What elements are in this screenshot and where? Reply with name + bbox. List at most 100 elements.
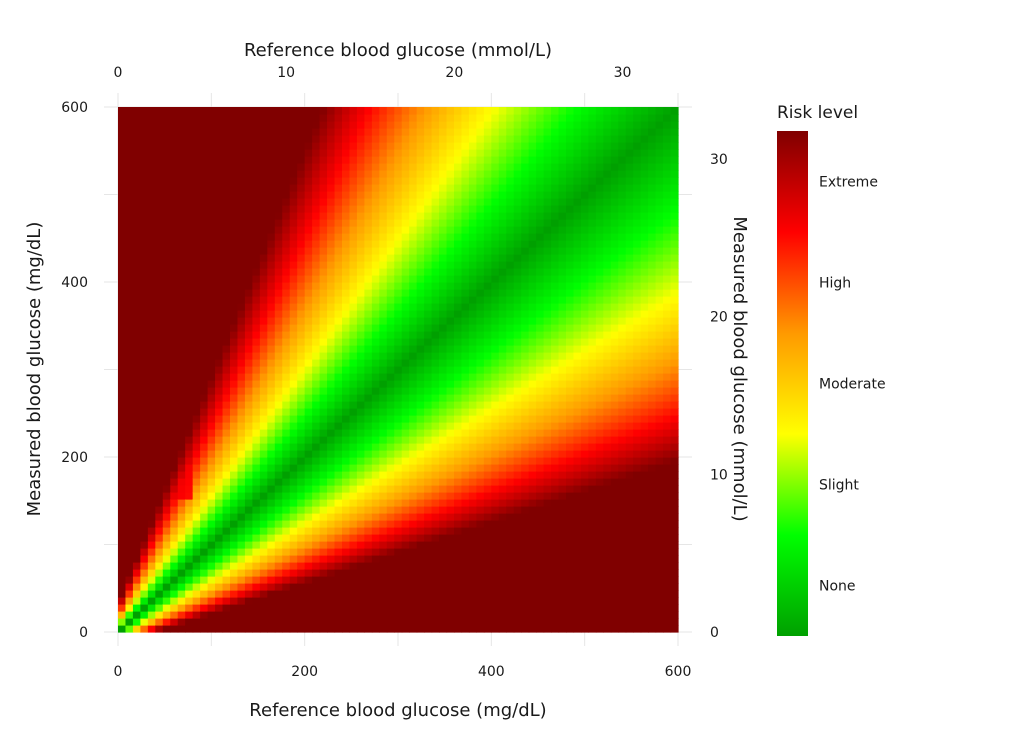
- heatmap-cell: [401, 261, 410, 269]
- heatmap-cell: [274, 289, 283, 297]
- heatmap-cell: [356, 289, 365, 297]
- heatmap-cell: [185, 492, 194, 500]
- heatmap-cell: [476, 135, 485, 143]
- heatmap-cell: [125, 597, 134, 605]
- heatmap-cell: [147, 555, 156, 563]
- heatmap-cell: [244, 506, 253, 514]
- heatmap-cell: [192, 240, 201, 248]
- heatmap-cell: [177, 135, 186, 143]
- heatmap-cell: [401, 485, 410, 493]
- heatmap-cell: [244, 464, 253, 472]
- heatmap-cell: [132, 128, 141, 136]
- heatmap-cell: [349, 359, 358, 367]
- heatmap-cell: [267, 114, 276, 122]
- heatmap-cell: [483, 331, 492, 339]
- heatmap-cell: [379, 233, 388, 241]
- heatmap-cell: [118, 401, 127, 409]
- heatmap-cell: [543, 107, 552, 115]
- heatmap-cell: [349, 604, 358, 612]
- heatmap-cell: [610, 366, 619, 374]
- heatmap-cell: [521, 296, 530, 304]
- heatmap-cell: [200, 177, 209, 185]
- heatmap-cell: [170, 534, 179, 542]
- heatmap-cell: [454, 233, 463, 241]
- heatmap-cell: [409, 471, 418, 479]
- heatmap-cell: [312, 247, 321, 255]
- heatmap-cell: [274, 611, 283, 619]
- heatmap-cell: [424, 205, 433, 213]
- heatmap-cell: [424, 457, 433, 465]
- heatmap-cell: [222, 275, 231, 283]
- heatmap-cell: [259, 576, 268, 584]
- heatmap-cell: [551, 338, 560, 346]
- heatmap-cell: [551, 401, 560, 409]
- heatmap-cell: [349, 373, 358, 381]
- heatmap-cell: [558, 499, 567, 507]
- heatmap-cell: [349, 128, 358, 136]
- heatmap-cell: [267, 254, 276, 262]
- heatmap-cell: [595, 310, 604, 318]
- heatmap-cell: [192, 289, 201, 297]
- heatmap-cell: [498, 303, 507, 311]
- heatmap-cell: [476, 296, 485, 304]
- heatmap-cell: [371, 156, 380, 164]
- heatmap-cell: [118, 198, 127, 206]
- heatmap-cell: [379, 590, 388, 598]
- heatmap-cell: [356, 387, 365, 395]
- heatmap-cell: [566, 212, 575, 220]
- heatmap-cell: [207, 618, 216, 626]
- heatmap-cell: [297, 625, 306, 633]
- heatmap-cell: [349, 289, 358, 297]
- heatmap-cell: [424, 261, 433, 269]
- heatmap-cell: [566, 443, 575, 451]
- heatmap-cell: [536, 198, 545, 206]
- heatmap-cell: [513, 506, 522, 514]
- heatmap-cell: [558, 548, 567, 556]
- heatmap-cell: [454, 471, 463, 479]
- heatmap-cell: [603, 198, 612, 206]
- heatmap-cell: [491, 149, 500, 157]
- heatmap-cell: [461, 408, 470, 416]
- heatmap-cell: [244, 394, 253, 402]
- heatmap-cell: [364, 527, 373, 535]
- heatmap-cell: [192, 317, 201, 325]
- heatmap-cell: [610, 611, 619, 619]
- heatmap-cell: [274, 247, 283, 255]
- heatmap-cell: [125, 401, 134, 409]
- heatmap-cell: [252, 163, 261, 171]
- heatmap-cell: [132, 604, 141, 612]
- heatmap-cell: [409, 198, 418, 206]
- heatmap-cell: [185, 289, 194, 297]
- heatmap-cell: [468, 177, 477, 185]
- heatmap-cell: [192, 135, 201, 143]
- heatmap-cell: [536, 359, 545, 367]
- heatmap-cell: [595, 555, 604, 563]
- heatmap-cell: [140, 121, 149, 129]
- heatmap-cell: [603, 457, 612, 465]
- heatmap-cell: [513, 597, 522, 605]
- heatmap-cell: [476, 198, 485, 206]
- heatmap-cell: [342, 534, 351, 542]
- heatmap-cell: [379, 114, 388, 122]
- heatmap-cell: [603, 254, 612, 262]
- heatmap-cell: [147, 429, 156, 437]
- heatmap-cell: [461, 212, 470, 220]
- heatmap-cell: [603, 184, 612, 192]
- heatmap-cell: [289, 261, 298, 269]
- heatmap-cell: [118, 513, 127, 521]
- heatmap-cell: [222, 506, 231, 514]
- heatmap-cell: [230, 597, 239, 605]
- heatmap-cell: [558, 359, 567, 367]
- heatmap-cell: [297, 226, 306, 234]
- heatmap-cell: [483, 135, 492, 143]
- heatmap-cell: [566, 121, 575, 129]
- heatmap-cell: [468, 233, 477, 241]
- heatmap-cell: [468, 135, 477, 143]
- heatmap-cell: [513, 625, 522, 633]
- heatmap-cell: [267, 261, 276, 269]
- heatmap-cell: [200, 261, 209, 269]
- heatmap-cell: [558, 569, 567, 577]
- heatmap-cell: [259, 485, 268, 493]
- heatmap-cell: [207, 506, 216, 514]
- heatmap-cell: [230, 457, 239, 465]
